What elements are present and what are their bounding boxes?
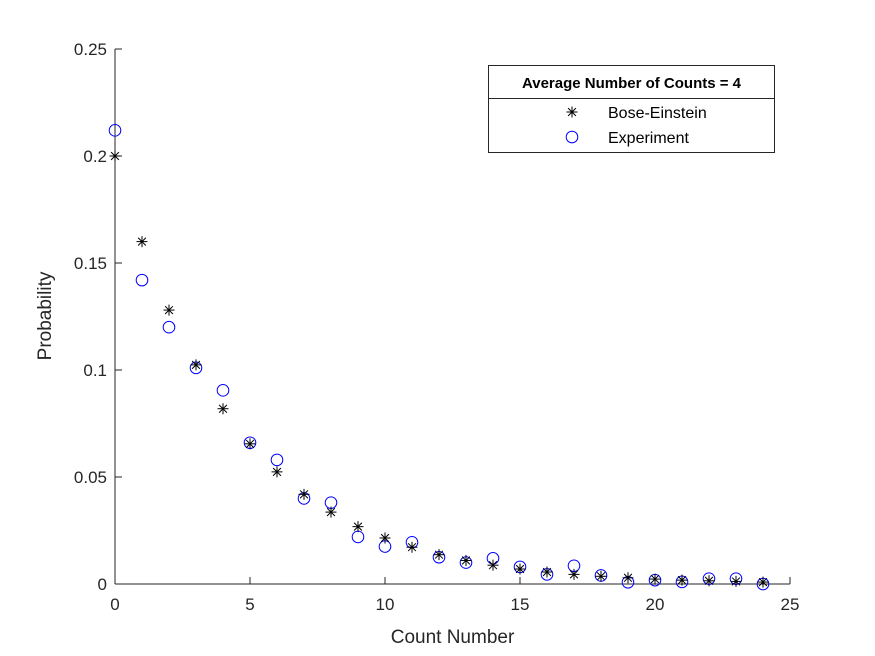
x-tick-label: 20 — [646, 595, 665, 614]
legend-marker-bose-einstein — [566, 106, 578, 118]
x-tick-label: 15 — [511, 595, 530, 614]
bose-einstein-point — [676, 574, 688, 586]
bose-einstein-point — [703, 575, 715, 587]
bose-einstein-point — [271, 466, 283, 478]
experiment-point — [270, 453, 284, 467]
y-tick-label: 0.15 — [74, 254, 107, 273]
bose-einstein-point — [622, 572, 634, 584]
bose-einstein-point — [730, 575, 742, 587]
legend-label-bose-einstein: Bose-Einstein — [608, 105, 707, 122]
bose-einstein-point — [163, 304, 175, 316]
bose-einstein-point — [514, 563, 526, 575]
x-tick-label: 25 — [781, 595, 800, 614]
bose-einstein-point — [568, 568, 580, 580]
bose-einstein-point — [190, 359, 202, 371]
x-tick-label: 0 — [110, 595, 119, 614]
bose-einstein-point — [379, 532, 391, 544]
legend-box — [488, 65, 775, 153]
bose-einstein-point — [487, 559, 499, 571]
bose-einstein-point — [433, 549, 445, 561]
experiment-point — [162, 320, 176, 334]
experiment-point — [216, 384, 230, 397]
x-tick-label: 5 — [245, 595, 254, 614]
bose-einstein-point — [595, 570, 607, 582]
legend-asterisk-icon — [566, 106, 578, 118]
experiment-point — [135, 273, 149, 287]
x-axis-label: Count Number — [391, 627, 515, 648]
y-tick-label: 0.2 — [83, 147, 107, 166]
bose-einstein-point — [757, 576, 769, 588]
bose-einstein-point — [298, 488, 310, 500]
x-axis: 0 5 10 15 20 25 — [110, 577, 799, 614]
legend-title: Average Number of Counts = 4 — [522, 75, 742, 92]
y-tick-label: 0 — [98, 575, 107, 594]
bose-einstein-point — [136, 236, 148, 248]
bose-einstein-point — [352, 521, 364, 533]
legend: Average Number of Counts = 4 Bose-Einste… — [488, 65, 775, 153]
bose-einstein-point — [649, 573, 661, 585]
bose-einstein-point — [460, 554, 472, 566]
legend-circle-icon — [565, 130, 579, 144]
y-axis-label: Probability — [35, 271, 56, 360]
y-tick-label: 0.1 — [83, 361, 107, 380]
bose-einstein-point — [541, 566, 553, 578]
bose-einstein-point — [217, 403, 229, 415]
bose-einstein-point — [406, 541, 418, 553]
data-points — [108, 124, 770, 591]
bose-einstein-point — [325, 506, 337, 518]
bose-einstein-point — [109, 150, 121, 162]
y-tick-label: 0.25 — [74, 40, 107, 59]
legend-marker-experiment — [565, 130, 579, 144]
y-tick-label: 0.05 — [74, 468, 107, 487]
bose-einstein-point — [244, 438, 256, 450]
legend-label-experiment: Experiment — [608, 130, 689, 147]
experiment-point — [108, 124, 122, 137]
y-axis: 0 0.05 0.1 0.15 0.2 0.25 — [74, 40, 122, 594]
x-tick-label: 10 — [376, 595, 395, 614]
